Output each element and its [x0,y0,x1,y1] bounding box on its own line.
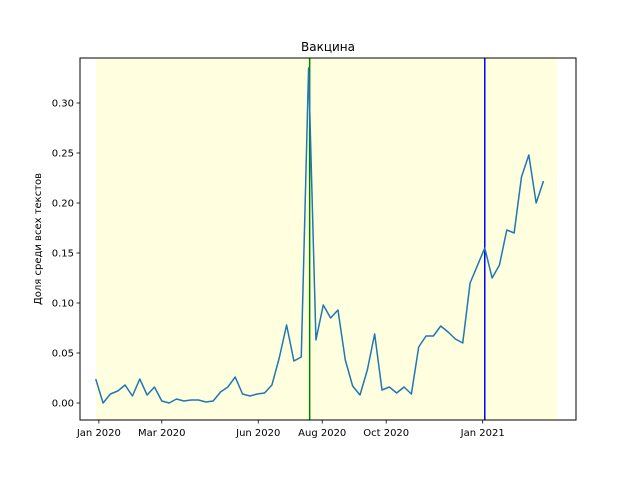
y-tick-label: 0.05 [52,349,74,360]
y-tick-label: 0.30 [52,99,74,110]
y-tick-label: 0.00 [52,399,74,410]
y-tick-label: 0.25 [52,149,74,160]
chart-title: Вакцина [301,40,355,54]
y-axis-label: Доля среди всех текстов [33,173,44,305]
shaded-period-region [95,58,558,420]
y-tick-label: 0.10 [52,299,74,310]
x-tick-label: Jun 2020 [235,428,280,439]
x-tick-label: Jan 2020 [76,428,121,439]
x-tick-label: Aug 2020 [298,428,346,439]
y-tick-label: 0.15 [52,249,74,260]
y-tick-label: 0.20 [52,199,74,210]
data-series-line-1 [95,67,545,404]
x-tick-label: Jan 2021 [460,428,505,439]
axes-frame [79,57,577,421]
x-tick-label: Oct 2020 [363,428,409,439]
x-tick-label: Mar 2020 [138,428,186,439]
